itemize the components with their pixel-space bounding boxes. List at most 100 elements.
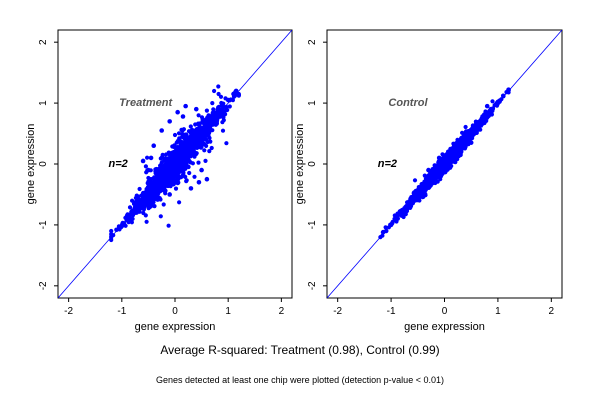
data-point (174, 140, 179, 145)
data-point (231, 91, 236, 97)
x-tick-label: -1 (117, 306, 126, 317)
y-tick-label: 2 (38, 39, 49, 45)
data-point (447, 151, 452, 156)
data-point (119, 223, 125, 229)
x-axis-title: gene expression (135, 321, 216, 333)
y-tick-label: -2 (38, 281, 49, 290)
data-point (175, 109, 180, 115)
data-point (157, 196, 162, 201)
data-point (161, 186, 166, 191)
data-point (173, 155, 178, 160)
data-point (161, 202, 166, 207)
data-point (210, 101, 215, 106)
data-point (199, 135, 205, 140)
data-point (426, 167, 431, 173)
data-point (467, 137, 473, 142)
data-point (500, 93, 506, 99)
data-point (153, 171, 158, 176)
data-point (188, 186, 194, 191)
data-point (204, 176, 210, 182)
data-point (415, 190, 421, 196)
data-point (167, 164, 172, 170)
data-point (177, 161, 182, 166)
data-point (165, 183, 171, 189)
data-point (137, 186, 142, 192)
data-point (236, 91, 241, 97)
data-point (183, 140, 188, 145)
data-point (148, 177, 153, 182)
data-point (130, 198, 135, 203)
data-point (154, 166, 159, 172)
data-point (180, 114, 186, 119)
data-point (211, 107, 216, 112)
data-point (480, 115, 485, 120)
data-point (184, 178, 189, 183)
data-point (426, 179, 431, 185)
data-point (127, 205, 133, 210)
data-point (188, 129, 193, 134)
data-point (145, 155, 150, 160)
data-point (174, 147, 179, 152)
data-point (452, 149, 458, 155)
data-point (152, 204, 157, 209)
data-point (150, 196, 155, 201)
data-point (172, 160, 178, 166)
data-point (166, 223, 171, 228)
data-point (194, 140, 199, 146)
data-point (143, 164, 148, 169)
data-point (221, 115, 226, 120)
data-point (199, 128, 204, 133)
data-point (190, 161, 195, 166)
data-point (170, 174, 175, 179)
data-point (447, 155, 453, 161)
data-point (453, 156, 458, 161)
data-point (193, 136, 199, 141)
data-point (137, 209, 142, 214)
data-point (220, 128, 226, 133)
data-point (194, 129, 199, 134)
data-point (448, 165, 453, 170)
data-point (215, 109, 220, 115)
data-point (378, 235, 383, 240)
data-point (130, 209, 135, 214)
data-point (490, 99, 495, 104)
data-point (417, 195, 422, 200)
data-point (109, 228, 114, 234)
data-point (224, 141, 229, 146)
data-point (179, 163, 184, 169)
data-point (426, 185, 431, 190)
data-point (225, 97, 231, 103)
data-point (148, 155, 154, 161)
data-point (158, 214, 163, 219)
data-point (135, 201, 141, 206)
panel-title: Control (388, 97, 428, 109)
y-tick-label: -1 (38, 220, 49, 229)
data-point (206, 120, 211, 125)
data-point (178, 138, 183, 143)
data-point (464, 141, 469, 146)
data-point (176, 131, 182, 136)
point-cloud (378, 87, 511, 240)
data-point (130, 216, 135, 221)
data-point (199, 167, 204, 173)
data-point (460, 130, 465, 135)
data-point (185, 157, 190, 162)
x-tick-label: -1 (387, 306, 396, 317)
data-point (133, 204, 138, 210)
data-point (151, 181, 157, 187)
x-tick-label: 1 (225, 306, 231, 317)
data-point (472, 129, 477, 135)
data-point (202, 148, 207, 153)
data-point (443, 167, 448, 172)
data-point (399, 210, 405, 216)
data-point (216, 91, 221, 97)
data-point (178, 154, 183, 159)
x-tick-label: 0 (172, 306, 178, 317)
data-point (204, 123, 210, 129)
data-point (159, 160, 164, 165)
data-point (206, 134, 211, 139)
data-point (209, 145, 214, 151)
data-point (162, 170, 167, 176)
x-axis-title: gene expression (404, 321, 485, 333)
data-point (192, 174, 197, 179)
